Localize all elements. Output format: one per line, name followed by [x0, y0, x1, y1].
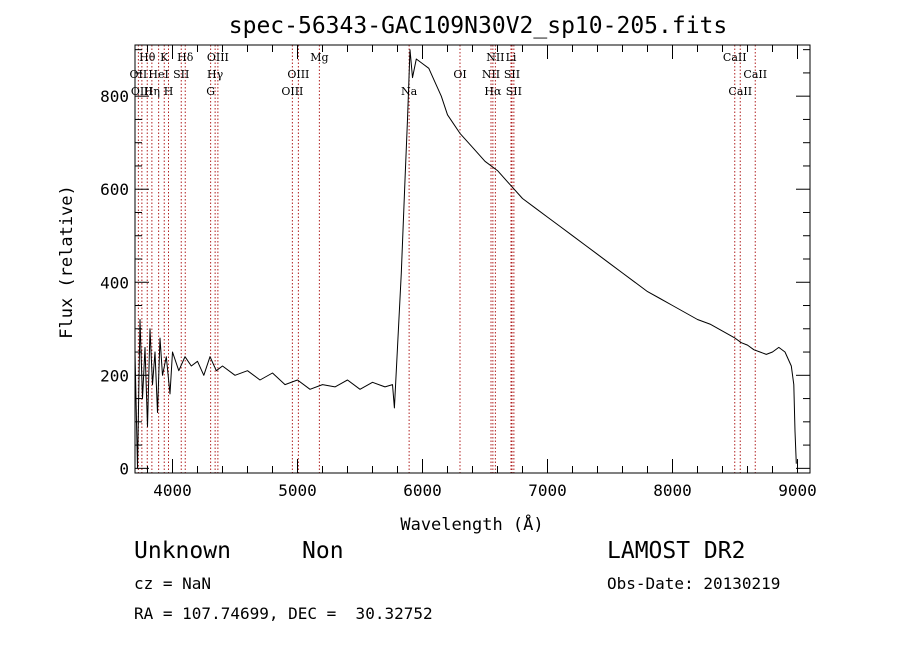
x-tick-label: 4000 — [153, 481, 192, 500]
x-tick-label: 9000 — [778, 481, 817, 500]
y-tick-label: 600 — [100, 180, 129, 199]
y-tick-label: 800 — [100, 87, 129, 106]
x-axis-label: Wavelength (Å) — [400, 513, 543, 535]
marker-label-h: H — [164, 85, 174, 98]
y-tick-label: 200 — [100, 366, 129, 385]
redshift-value: cz = NaN — [134, 574, 212, 593]
marker-label-hei: HeI — [148, 68, 168, 81]
marker-label-k: K — [160, 51, 169, 64]
observation-date: Obs-Date: 20130219 — [607, 574, 781, 593]
x-tick-label: 5000 — [278, 481, 317, 500]
marker-label-hθ: Hθ — [139, 51, 156, 64]
marker-label-hδ: Hδ — [177, 51, 194, 64]
object-class: Unknown — [134, 538, 231, 564]
survey-label: LAMOST DR2 — [607, 538, 746, 564]
marker-label-oiii: OIII — [281, 85, 303, 98]
marker-label-caii: CaII — [728, 85, 752, 98]
y-axis-label: Flux (relative) — [57, 185, 77, 339]
x-tick-label: 8000 — [653, 481, 692, 500]
marker-label-oii: OII — [130, 68, 148, 81]
marker-label-na: Na — [401, 85, 418, 98]
marker-label-oiii: OIII — [207, 51, 229, 64]
marker-label-hα: Hα — [484, 85, 502, 98]
marker-label-oiii: OIII — [131, 85, 153, 98]
marker-label-caii: CaII — [743, 68, 767, 81]
marker-label-nii: NII — [486, 51, 504, 64]
plot-frame — [134, 44, 811, 474]
chart-title: spec-56343-GAC109N30V2_sp10-205.fits — [229, 13, 728, 39]
marker-label-sii: SII — [504, 68, 520, 81]
object-subclass: Non — [302, 538, 344, 564]
x-tick-label: 7000 — [528, 481, 567, 500]
axis-ticks: 4000 5000 6000 7000 8000 9000 0 200 400 600 800 — [100, 45, 817, 500]
marker-label-oi: OI — [453, 68, 466, 81]
marker-label-caii: CaII — [723, 51, 747, 64]
spectrum-line-0 — [134, 49, 797, 469]
y-tick-label: 0 — [119, 459, 129, 478]
marker-label-oiii: OIII — [287, 68, 309, 81]
marker-label-hγ: Hγ — [207, 68, 224, 81]
marker-label-hη: Hη — [144, 85, 160, 98]
marker-label-li: Li — [506, 51, 517, 64]
x-tick-label: 6000 — [403, 481, 442, 500]
spectrum-series — [134, 49, 797, 469]
marker-label-sii: SII — [173, 68, 189, 81]
y-tick-label: 400 — [100, 273, 129, 292]
marker-label-g: G — [206, 85, 215, 98]
marker-label-mg: Mg — [310, 51, 328, 64]
emission-line-markers — [137, 45, 756, 473]
coordinates: RA = 107.74699, DEC = 30.32752 — [134, 604, 433, 623]
marker-label-nii: NII — [482, 68, 500, 81]
marker-label-sii: SII — [506, 85, 522, 98]
